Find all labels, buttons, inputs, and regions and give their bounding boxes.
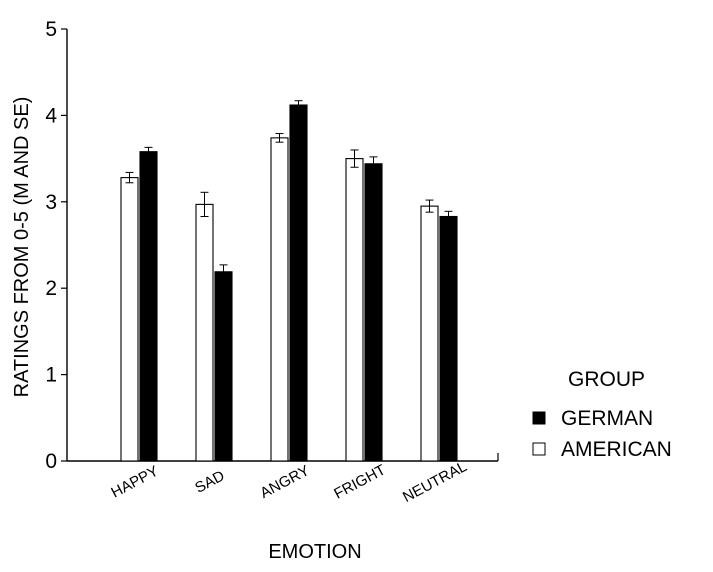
bar-german [289,104,308,462]
x-category-label: SAD [192,467,227,497]
x-category-label: HAPPY [108,463,161,502]
bar-american [270,137,289,462]
bar-american [195,203,214,462]
x-category-label: NEUTRAL [400,458,470,506]
bar-american [120,177,139,462]
y-tick-label: 5 [45,18,57,41]
y-tick-label: 4 [45,104,57,127]
y-tick-label: 2 [45,277,57,300]
y-tick-label: 1 [45,364,57,387]
bar-german [364,163,383,462]
legend: GROUP GERMAN AMERICAN [532,368,672,461]
bar-american [420,205,439,462]
bar-german [214,271,233,462]
legend-swatch-german [532,411,546,425]
x-category-label: ANGRY [257,462,312,502]
y-tick-label: 3 [45,191,57,214]
tick-labels-layer: 0 1 2 3 4 5 HAPPY SAD ANGRY FRIGHT NEUTRAL [45,18,469,506]
x-category-label: FRIGHT [331,461,388,502]
legend-title: GROUP [568,368,645,391]
bar-german [139,151,158,462]
legend-label-american: AMERICAN [561,438,672,461]
legend-label-german: GERMAN [561,407,653,430]
y-tick-label: 0 [45,450,57,473]
bars-layer [120,104,458,462]
bar-german [439,215,458,462]
x-axis-title: EMOTION [268,541,361,563]
y-axis-title: RATINGS FROM 0-5 (M AND SE) [11,97,33,398]
legend-swatch-american [532,442,546,456]
bar-american [345,158,364,462]
error-bars-layer [125,100,453,280]
